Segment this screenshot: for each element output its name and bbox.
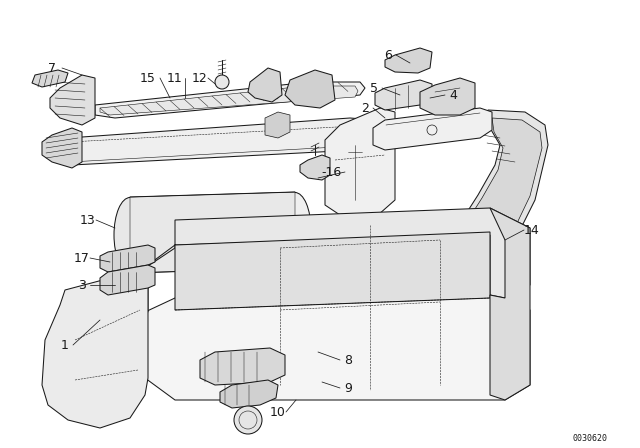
Polygon shape <box>200 348 285 385</box>
Polygon shape <box>42 128 82 168</box>
Polygon shape <box>265 112 290 138</box>
Polygon shape <box>220 380 278 408</box>
Polygon shape <box>95 82 365 118</box>
Text: 10: 10 <box>270 405 286 418</box>
Text: 15: 15 <box>140 72 156 85</box>
Polygon shape <box>42 268 148 428</box>
Polygon shape <box>300 155 330 180</box>
Text: 9: 9 <box>344 382 352 395</box>
Circle shape <box>215 75 229 89</box>
Text: 1: 1 <box>61 339 69 352</box>
Polygon shape <box>460 110 548 265</box>
Ellipse shape <box>114 198 146 272</box>
Circle shape <box>234 406 262 434</box>
Text: 8: 8 <box>344 353 352 366</box>
Text: 4: 4 <box>449 89 457 102</box>
Text: 12: 12 <box>192 72 208 85</box>
Polygon shape <box>32 70 68 87</box>
Polygon shape <box>50 75 95 125</box>
Polygon shape <box>490 208 530 400</box>
Polygon shape <box>375 80 432 110</box>
Polygon shape <box>145 208 530 312</box>
Text: 7: 7 <box>48 61 56 74</box>
Polygon shape <box>385 48 432 73</box>
Text: 11: 11 <box>167 72 183 85</box>
Ellipse shape <box>279 193 311 267</box>
Text: 6: 6 <box>384 48 392 61</box>
Polygon shape <box>248 68 282 102</box>
Polygon shape <box>285 70 335 108</box>
Polygon shape <box>100 245 155 272</box>
Text: 14: 14 <box>524 224 540 237</box>
Polygon shape <box>145 285 530 400</box>
Text: 2: 2 <box>361 102 369 115</box>
Polygon shape <box>53 118 405 165</box>
Polygon shape <box>100 86 358 115</box>
Text: 13: 13 <box>80 214 96 227</box>
Polygon shape <box>373 108 492 150</box>
Polygon shape <box>100 265 155 295</box>
Polygon shape <box>325 108 395 215</box>
Text: -16: -16 <box>322 165 342 178</box>
Text: 5: 5 <box>370 82 378 95</box>
Polygon shape <box>130 192 295 273</box>
Text: 0030620: 0030620 <box>573 434 607 443</box>
Polygon shape <box>175 232 490 310</box>
Polygon shape <box>420 78 475 115</box>
Text: 3: 3 <box>78 279 86 292</box>
Polygon shape <box>466 118 542 255</box>
Text: 17: 17 <box>74 251 90 264</box>
